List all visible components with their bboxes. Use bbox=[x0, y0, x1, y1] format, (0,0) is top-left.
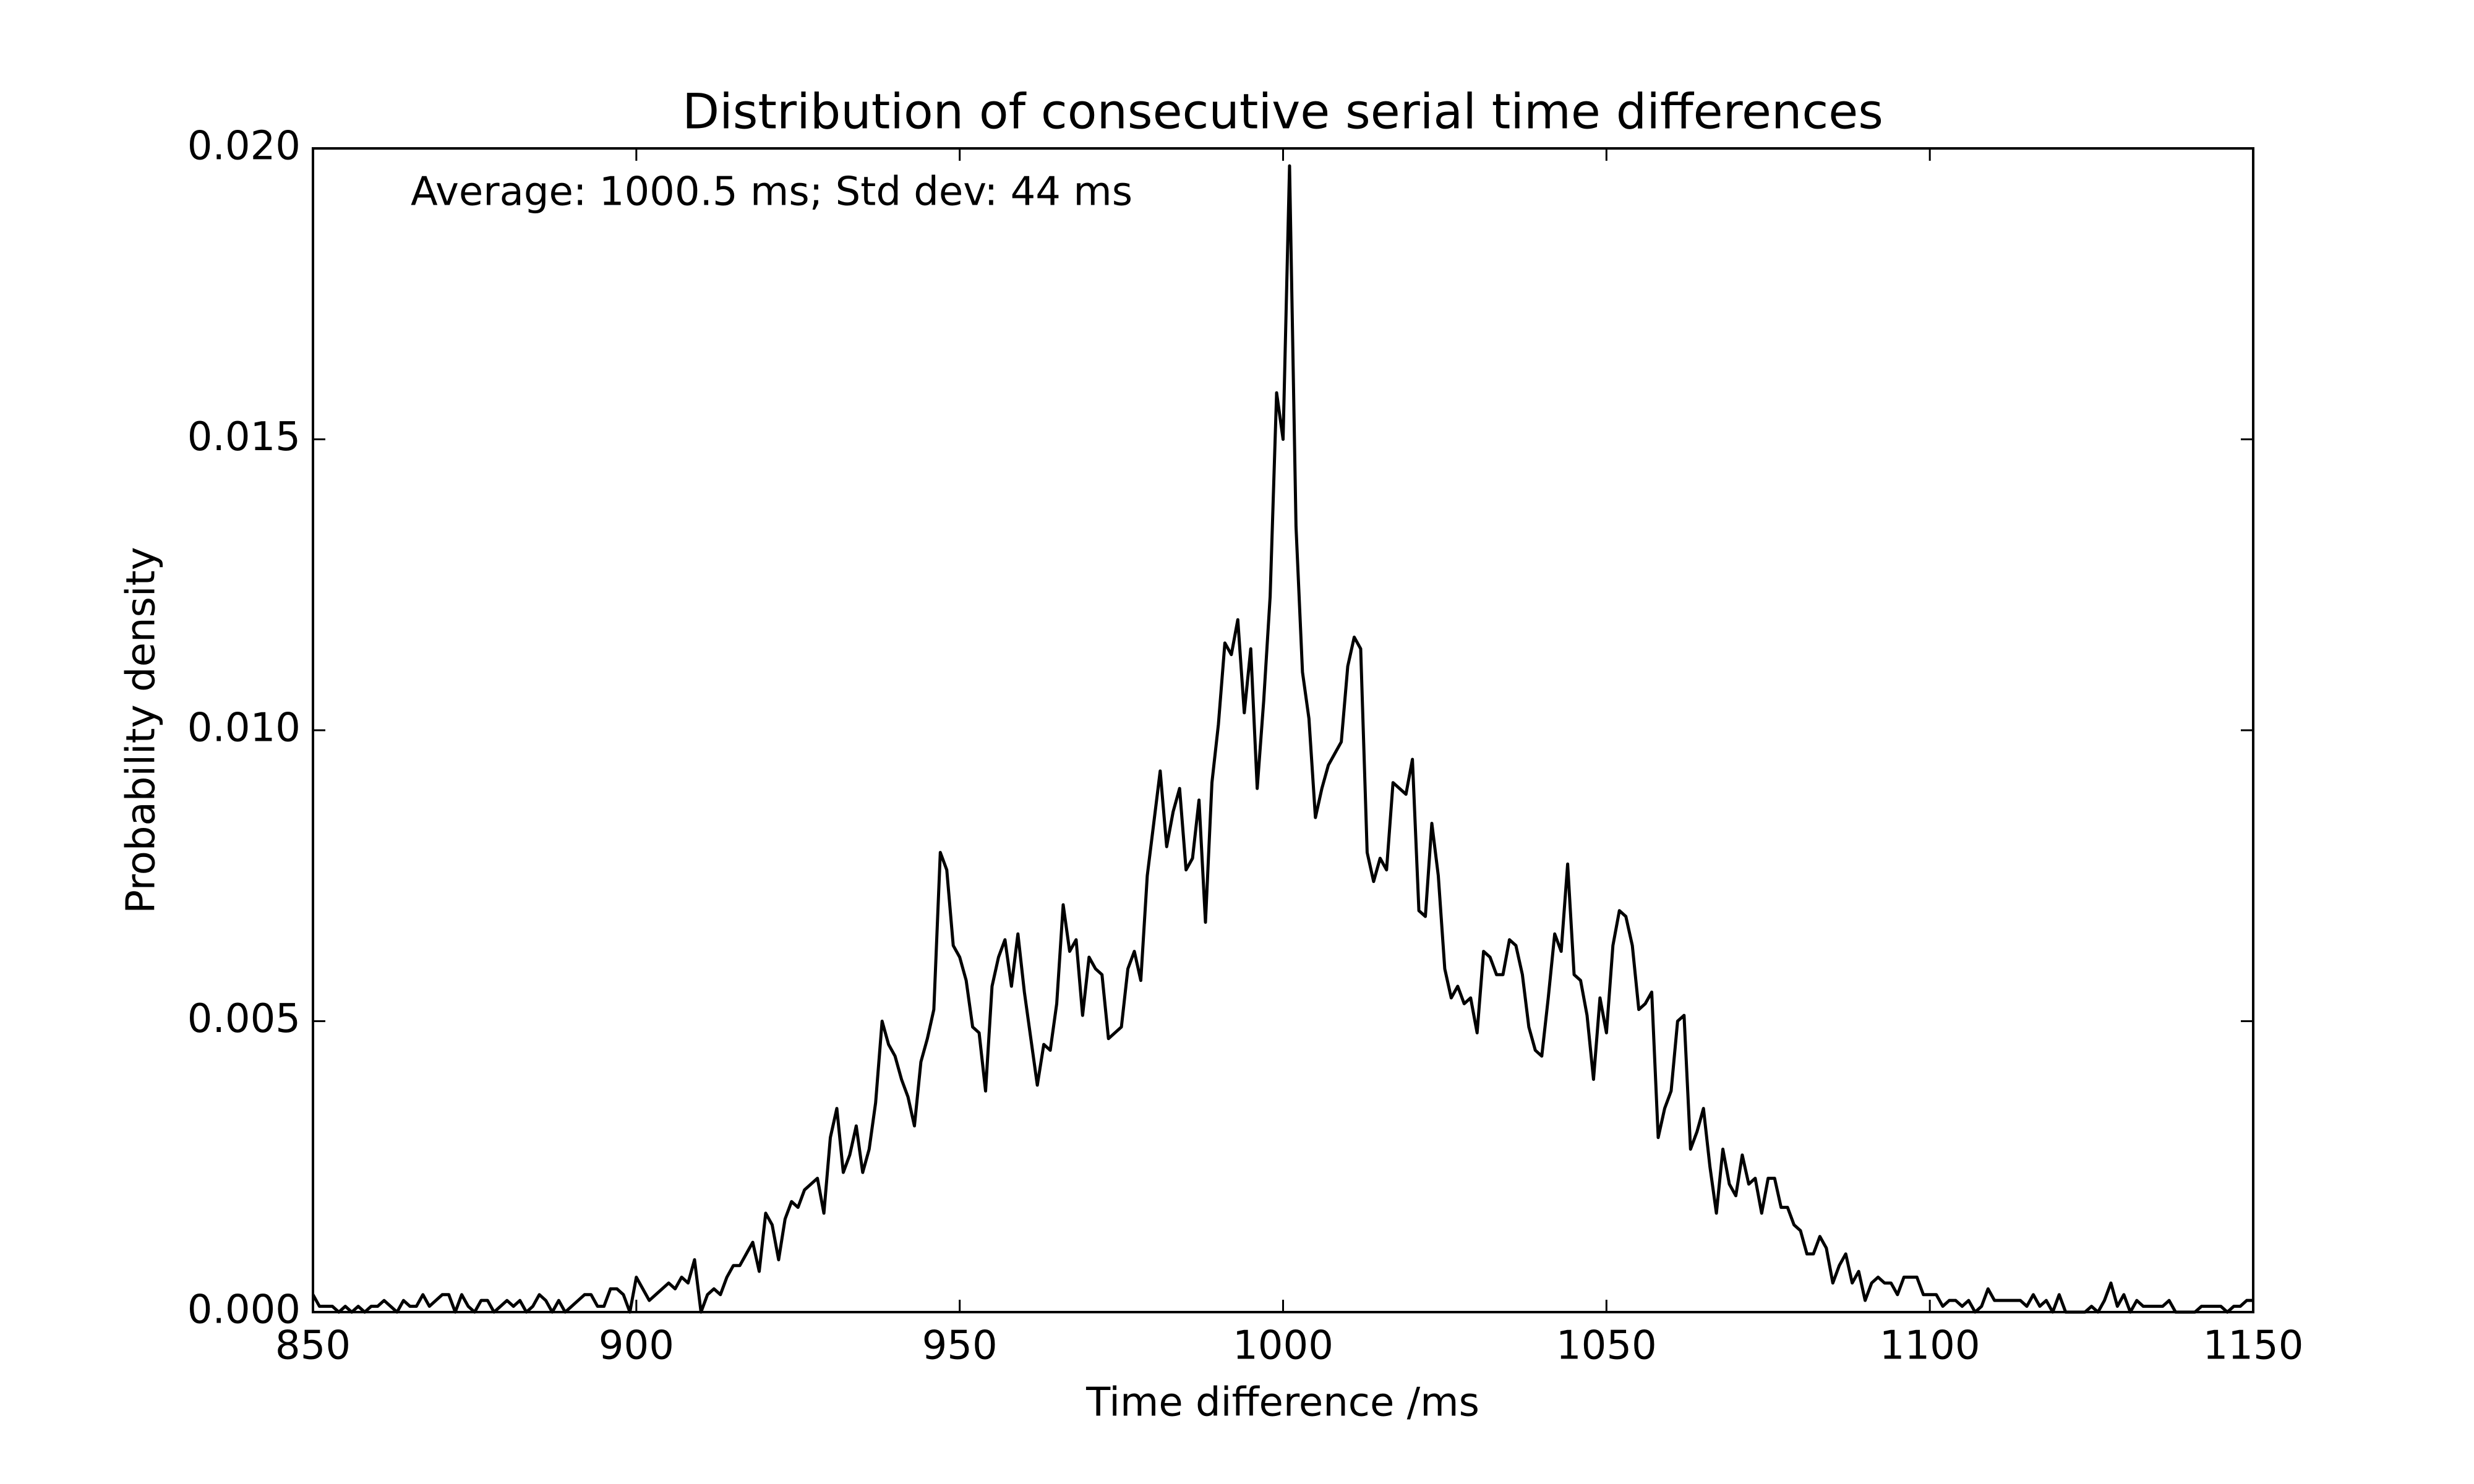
plot-frame bbox=[312, 147, 2254, 1313]
x-tick-label: 850 bbox=[275, 1323, 351, 1369]
y-tick-label: 0.020 bbox=[187, 124, 301, 169]
data-line bbox=[311, 164, 2253, 1314]
x-tick-label: 1100 bbox=[1880, 1323, 1980, 1369]
y-tick-label: 0.005 bbox=[187, 996, 301, 1042]
annotation: Average: 1000.5 ms; Std dev: 44 ms bbox=[411, 169, 1132, 215]
x-tick-label: 1050 bbox=[1556, 1323, 1657, 1369]
x-tick-label: 900 bbox=[599, 1323, 674, 1369]
y-axis-label: Probability density bbox=[119, 547, 165, 913]
x-tick-label: 1150 bbox=[2203, 1323, 2304, 1369]
x-axis-label: Time difference /ms bbox=[1085, 1380, 1479, 1426]
x-tick-label: 950 bbox=[922, 1323, 998, 1369]
x-tick-label: 1000 bbox=[1233, 1323, 1333, 1369]
y-tick-label: 0.015 bbox=[187, 414, 301, 460]
chart-title: Distribution of consecutive serial time … bbox=[682, 84, 1883, 140]
y-tick-label: 0.000 bbox=[187, 1287, 301, 1333]
y-tick-label: 0.010 bbox=[187, 706, 301, 751]
